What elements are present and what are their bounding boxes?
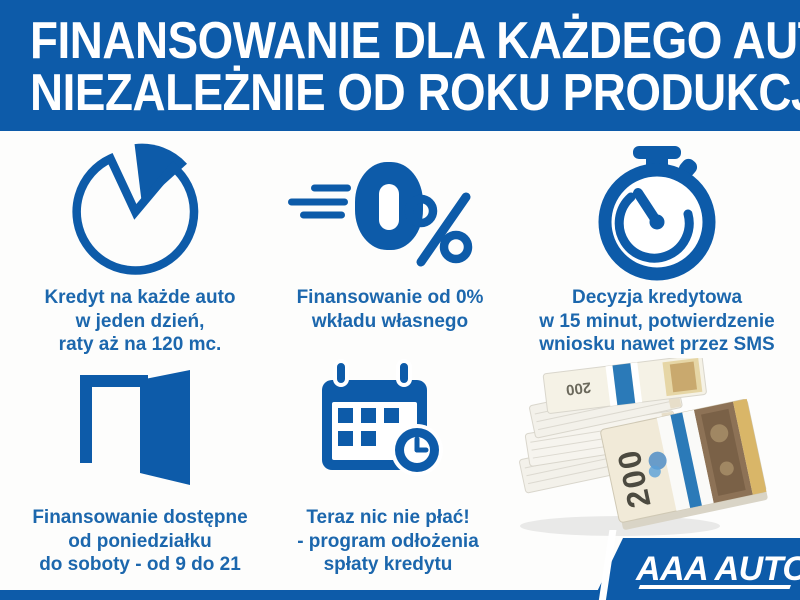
banknote-bundle-front: 200 [600, 398, 768, 530]
caption-line: Decyzja kredytowa [571, 287, 743, 308]
aaa-auto-logo: AAA AUTO [593, 530, 800, 600]
logo-banner [593, 538, 800, 600]
caption-credit: Kredyt na każde auto w jeden dzień, raty… [18, 286, 262, 357]
caption-line: wkładu własnego [311, 310, 469, 332]
header-banner: FINANSOWANIE DLA KAŻDEGO AUTA NIEZALEŻNI… [0, 0, 800, 131]
caption-line: w 15 minut, potwierdzenie [539, 310, 775, 332]
caption-deferral: Teraz nic nie płać! - program odłożenia … [272, 506, 504, 577]
logo-text: AAA AUTO [635, 550, 800, 588]
logo-slash-gap [598, 530, 617, 600]
caption-line: wniosku nawet przez SMS [539, 334, 775, 355]
caption-line: w jeden dzień, [75, 310, 205, 332]
caption-line: od poniedziałku [68, 530, 212, 552]
calendar-clock-icon [322, 359, 443, 476]
logo-underline [638, 585, 791, 589]
note-value-label: 200 [565, 378, 592, 398]
caption-line: - program odłożenia [297, 530, 479, 552]
stopwatch-icon [598, 146, 716, 281]
caption-line: spłaty kredytu [323, 554, 453, 575]
pie-chart-icon [72, 143, 199, 275]
caption-line: Finansowanie od 0% [296, 287, 484, 308]
banknote-bundle-top: 200 [542, 358, 707, 414]
caption-decision: Decyzja kredytowa w 15 minut, potwierdze… [528, 286, 786, 357]
open-door-icon [80, 370, 190, 485]
headline-line-2: NIEZALEŻNIE OD ROKU PRODUKCJI [30, 64, 800, 122]
headline-line-1: FINANSOWANIE DLA KAŻDEGO AUTA [30, 12, 800, 70]
banknotes-photo: 200 200 [519, 358, 768, 536]
caption-line: raty aż na 120 mc. [58, 334, 222, 355]
caption-line: Finansowanie dostępne [32, 507, 248, 528]
caption-line: do soboty - od 9 do 21 [39, 554, 241, 575]
caption-line: Teraz nic nie płać! [306, 507, 470, 528]
bottom-stripe [0, 590, 800, 600]
caption-availability: Finansowanie dostępne od poniedziałku do… [14, 506, 266, 577]
caption-line: Kredyt na każde auto [44, 287, 236, 308]
caption-zero-percent: Finansowanie od 0% wkładu własnego [272, 286, 508, 333]
zero-percent-icon [288, 162, 473, 267]
